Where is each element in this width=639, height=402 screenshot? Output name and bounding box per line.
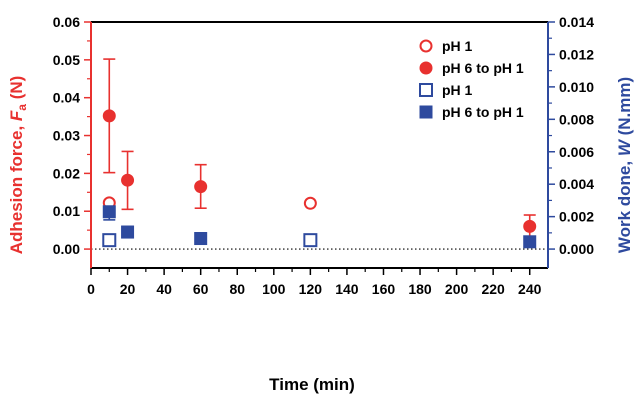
x-tick-label: 240 xyxy=(518,281,542,297)
x-tick-label: 100 xyxy=(262,281,286,297)
legend-label: pH 1 xyxy=(442,82,473,98)
y-left-tick-label: 0.03 xyxy=(53,128,80,144)
y-left-tick-label: 0.02 xyxy=(53,165,80,181)
data-point-square-filled xyxy=(523,235,537,249)
data-point-circle-filled xyxy=(194,180,208,194)
y-right-title-unit: (N.mm) xyxy=(615,77,634,140)
y-left-tick-label: 0.00 xyxy=(53,241,80,257)
y-right-tick-label: 0.006 xyxy=(559,144,594,160)
data-point-square-filled xyxy=(194,232,208,246)
y-right-tick-label: 0.010 xyxy=(559,79,594,95)
legend-label: pH 1 xyxy=(442,38,473,54)
tick-marks xyxy=(84,21,555,275)
x-tick-label: 40 xyxy=(156,281,172,297)
y-axis-title-right: Work done, W (N.mm) xyxy=(615,77,634,253)
y-left-tick-label: 0.01 xyxy=(53,203,80,219)
x-tick-label: 160 xyxy=(372,281,396,297)
y-left-tick-label: 0.04 xyxy=(53,90,80,106)
x-tick-label: 20 xyxy=(120,281,136,297)
x-tick-label: 220 xyxy=(481,281,505,297)
y-right-title-main: Work done, xyxy=(615,156,634,253)
x-tick-label: 140 xyxy=(335,281,359,297)
y-right-tick-label: 0.012 xyxy=(559,46,594,62)
y-left-tick-label: 0.05 xyxy=(53,52,80,68)
y-right-tick-label: 0.014 xyxy=(559,14,594,30)
y-right-title-var: W xyxy=(615,138,634,156)
legend: pH 1 pH 6 to pH 1 pH 1 pH 6 to pH 1 xyxy=(419,38,524,120)
data-point-circle-filled xyxy=(121,173,135,187)
data-point-circle-filled xyxy=(523,219,537,233)
y-axis-title-left: Adhesion force, Fa (N) xyxy=(7,76,29,255)
legend-marker-square-filled xyxy=(419,105,433,119)
y-right-tick-label: 0.000 xyxy=(559,241,594,257)
y-right-tick-label: 0.002 xyxy=(559,209,594,225)
x-tick-label: 120 xyxy=(299,281,323,297)
data-point-square-open xyxy=(102,233,117,248)
y-left-tick-label: 0.06 xyxy=(53,14,80,30)
y-right-tick-label: 0.008 xyxy=(559,111,594,127)
y-right-tick-label: 0.004 xyxy=(559,176,594,192)
y-left-title-var: F xyxy=(7,110,26,121)
y-left-title-sub: a xyxy=(15,104,29,111)
axes xyxy=(90,21,549,269)
data-point-square-filled xyxy=(121,225,135,239)
tick-labels: 0 20 40 60 80 100 120 140 160 180 200 220 240 0.00 0.0… xyxy=(53,14,594,297)
legend-marker-circle-filled xyxy=(419,61,433,75)
y-left-title-unit: (N) xyxy=(7,76,26,104)
y-left-title-main: Adhesion force, xyxy=(7,121,26,254)
legend-label: pH 6 to pH 1 xyxy=(442,104,524,120)
x-tick-label: 180 xyxy=(408,281,432,297)
x-tick-label: 80 xyxy=(229,281,245,297)
x-tick-label: 0 xyxy=(87,281,95,297)
x-tick-label: 200 xyxy=(445,281,469,297)
x-tick-label: 60 xyxy=(193,281,209,297)
data-marks xyxy=(102,58,537,249)
data-point-square-open xyxy=(303,233,318,248)
data-point-square-filled xyxy=(102,205,116,219)
legend-marker-square-open xyxy=(419,83,433,97)
data-point-circle-open xyxy=(303,196,317,210)
data-point-circle-filled xyxy=(102,109,116,123)
legend-label: pH 6 to pH 1 xyxy=(442,60,524,76)
legend-marker-circle-open xyxy=(419,39,433,53)
x-axis-title: Time (min) xyxy=(269,375,355,394)
